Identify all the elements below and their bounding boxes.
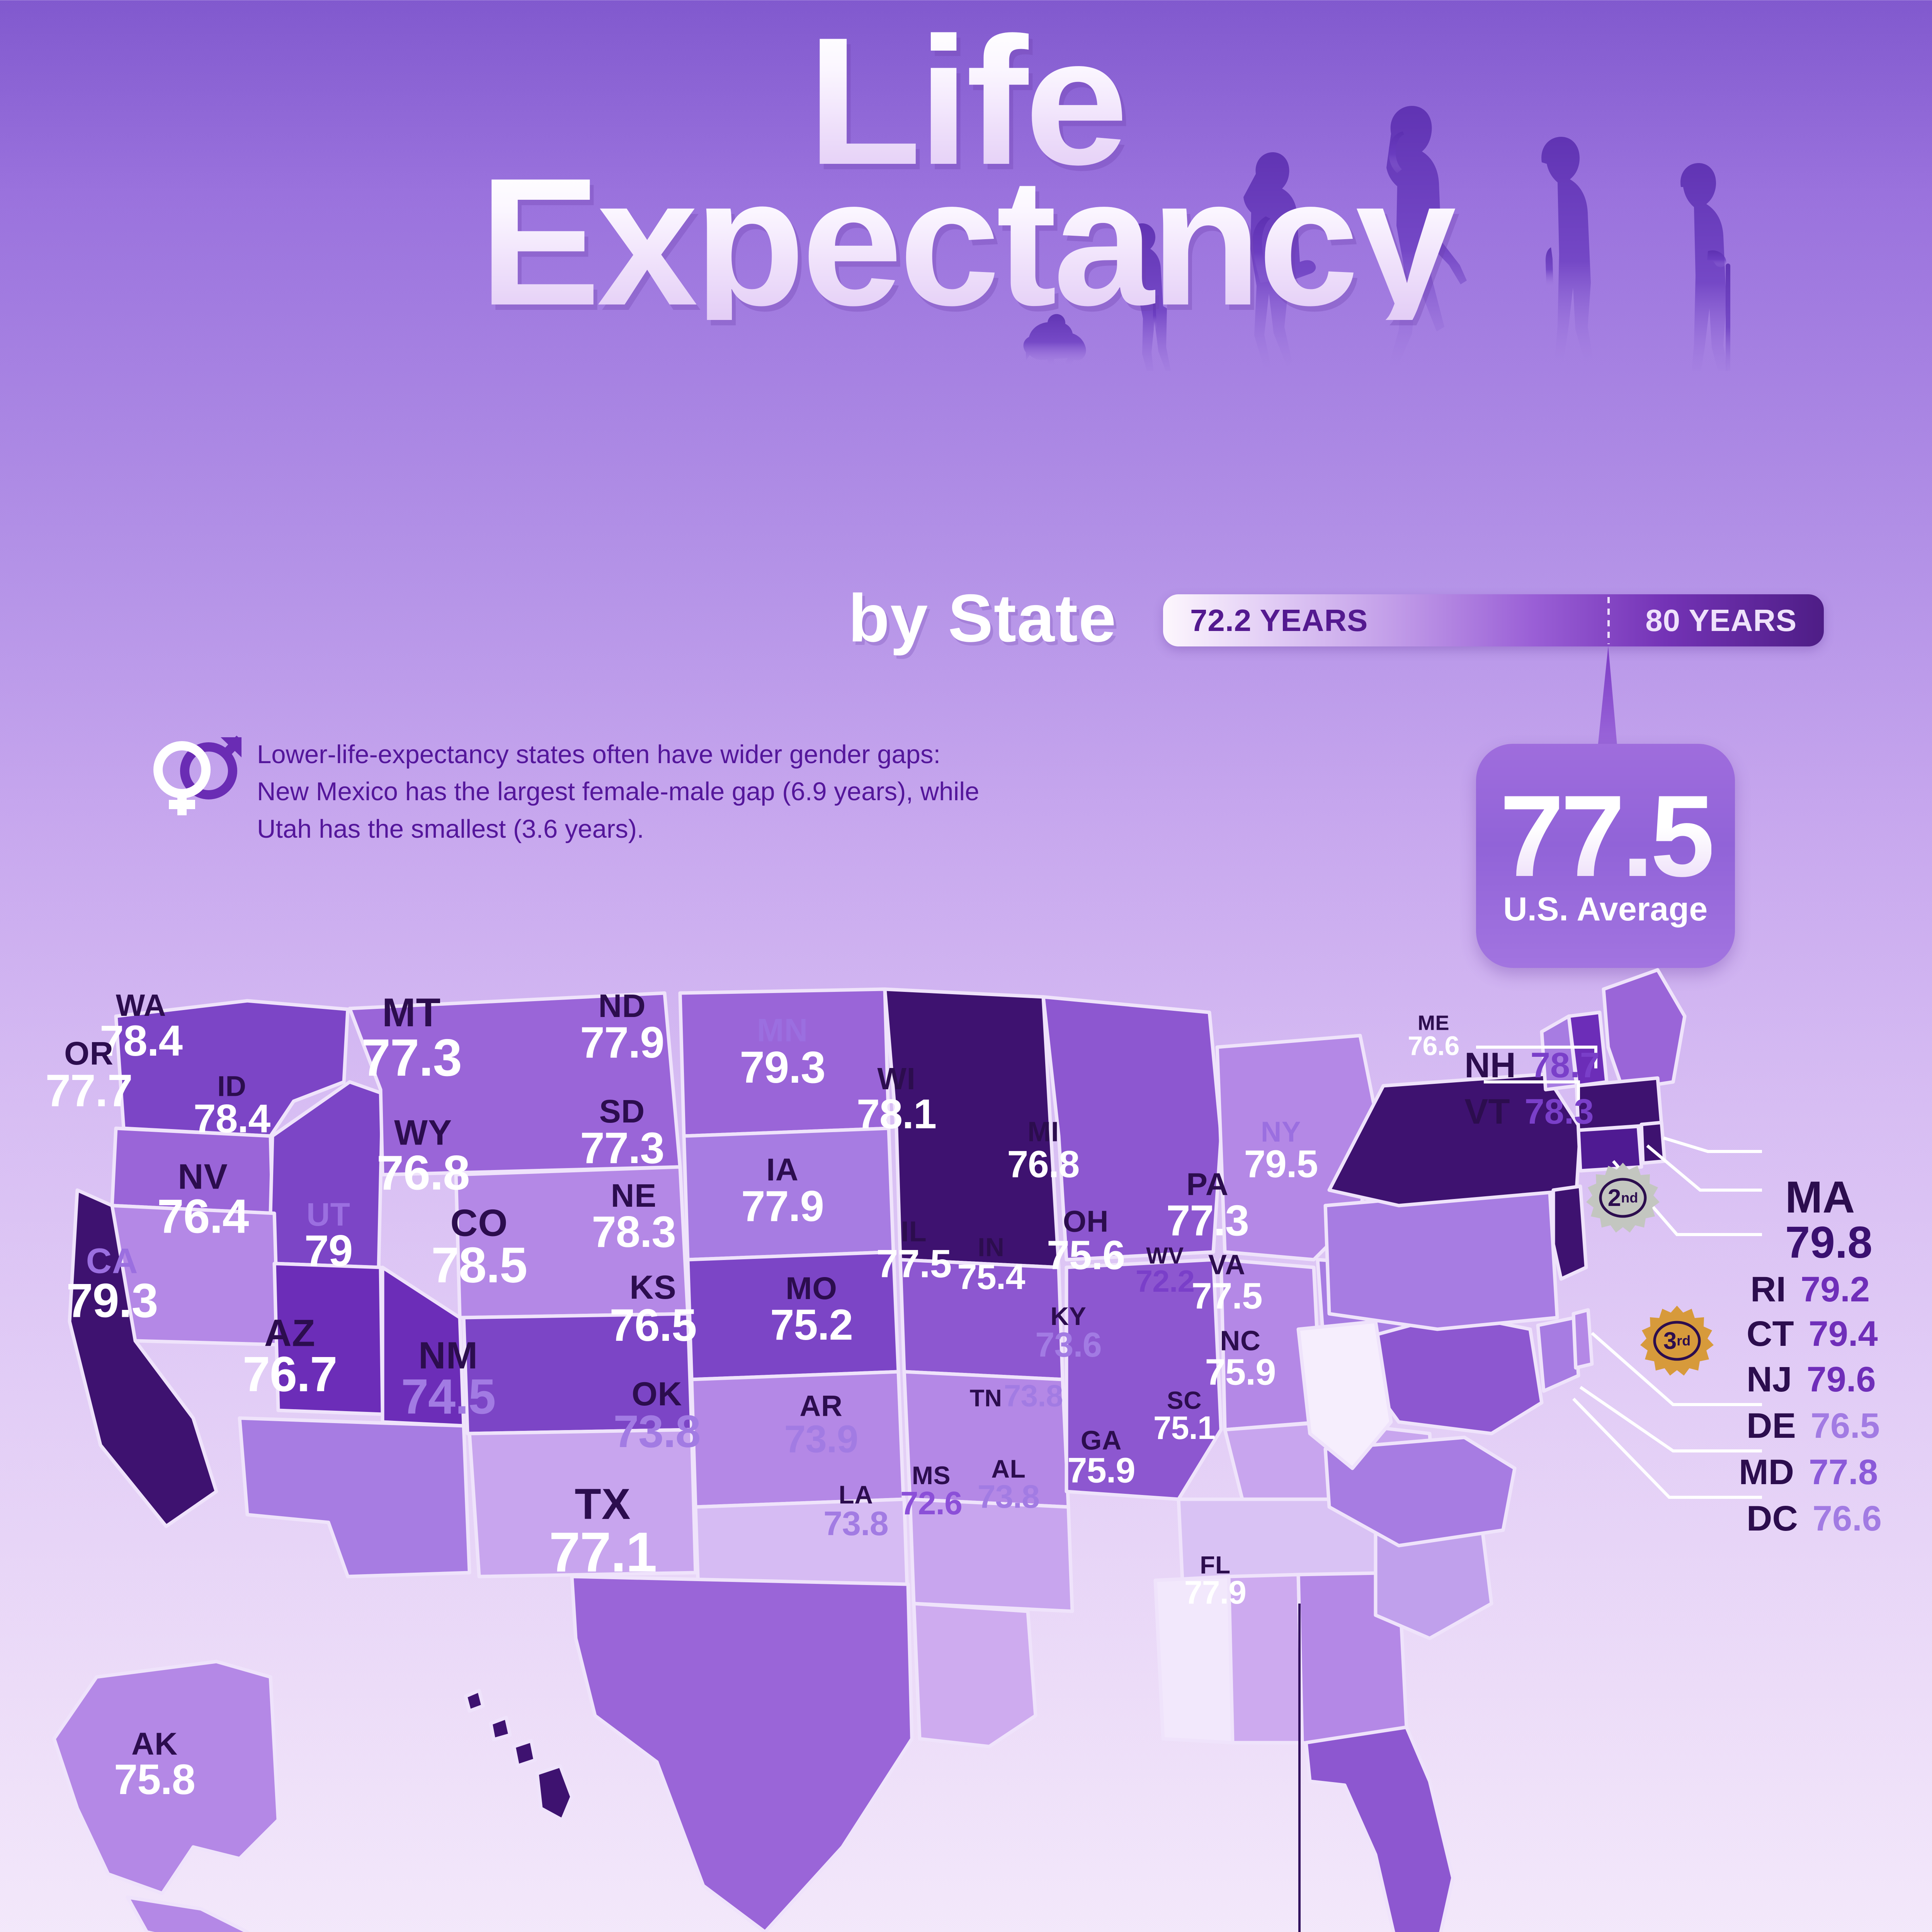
state-label-al: AL 73.8 bbox=[977, 1454, 1040, 1515]
average-pointer bbox=[1573, 646, 1642, 762]
state-label-me: ME 76.6 bbox=[1408, 1011, 1459, 1061]
legend-min-label: 72.2 YEARS bbox=[1190, 603, 1368, 638]
state-label-ga: GA 75.9 bbox=[1067, 1425, 1135, 1490]
state-label-nv: NV 76.4 bbox=[157, 1157, 249, 1243]
side-label-ct: CT 79.4 bbox=[1747, 1314, 1878, 1354]
side-label-de: DE 76.5 bbox=[1747, 1406, 1880, 1446]
state-label-ar: AR 73.9 bbox=[784, 1389, 859, 1461]
subtitle: by State bbox=[848, 581, 1117, 656]
state-label-fl: FL 77.9 bbox=[1184, 1551, 1247, 1611]
side-label-vt: VT 78.3 bbox=[1464, 1092, 1594, 1131]
state-label-ut: UT 79 bbox=[304, 1196, 353, 1276]
side-label-dc: DC 76.6 bbox=[1747, 1499, 1882, 1538]
gender-gap-note: Lower-life-expectancy states often have … bbox=[257, 740, 980, 844]
state-label-oh: OH 75.6 bbox=[1046, 1204, 1125, 1278]
state-label-pa: PA 77.3 bbox=[1166, 1167, 1249, 1245]
state-label-la: LA 73.8 bbox=[823, 1480, 889, 1543]
gender-symbols-icon bbox=[149, 730, 243, 819]
callout-stem-line bbox=[1298, 1604, 1301, 1932]
state-label-wv: WV 72.2 bbox=[1135, 1242, 1195, 1299]
state-label-wy: WY 76.8 bbox=[376, 1113, 470, 1200]
side-label-nh: NH 78.7 bbox=[1464, 1046, 1600, 1085]
state-label-ms: MS 72.6 bbox=[900, 1461, 963, 1522]
state-label-nm: NM 74.5 bbox=[401, 1334, 496, 1425]
side-label-ma: MA 79.8 bbox=[1785, 1172, 1872, 1267]
side-label-nj: NJ 79.6 bbox=[1747, 1360, 1876, 1399]
state-label-ca: CA 79.3 bbox=[66, 1241, 158, 1328]
state-label-ky: KY 73.6 bbox=[1035, 1302, 1102, 1365]
state-label-wa: WA 78.4 bbox=[100, 988, 183, 1065]
legend-max-label: 80 YEARS bbox=[1645, 603, 1797, 638]
state-label-mi: MI 76.8 bbox=[1007, 1116, 1080, 1185]
side-label-ri: RI 79.2 bbox=[1750, 1270, 1870, 1309]
state-label-ok: OK 73.8 bbox=[613, 1375, 701, 1458]
state-label-co: CO 78.5 bbox=[431, 1201, 527, 1293]
state-label-ia: IA 77.9 bbox=[741, 1152, 824, 1230]
state-label-sd: SD 77.3 bbox=[580, 1093, 664, 1173]
us-average-badge: 77.5 U.S. Average bbox=[1476, 744, 1735, 968]
title-line-1: Life bbox=[0, 10, 1932, 192]
color-scale-legend: 72.2 YEARS 80 YEARS bbox=[1163, 594, 1824, 646]
us-average-value: 77.5 bbox=[1500, 770, 1715, 901]
state-label-ne: NE 78.3 bbox=[592, 1177, 676, 1257]
subtitle-row: by State bbox=[0, 580, 1932, 657]
state-label-va: VA 77.5 bbox=[1191, 1249, 1262, 1317]
state-label-nc: NC 75.9 bbox=[1205, 1325, 1276, 1393]
state-label-mt: MT 77.3 bbox=[361, 990, 462, 1087]
state-label-or: OR 77.7 bbox=[45, 1035, 133, 1116]
state-label-az: AZ 76.7 bbox=[242, 1311, 337, 1402]
state-label-tn: TN 73.8 bbox=[969, 1378, 1063, 1413]
state-label-il: IL 77.5 bbox=[876, 1215, 952, 1286]
state-label-ny: NY 79.5 bbox=[1244, 1116, 1318, 1186]
state-label-in: IN 75.4 bbox=[957, 1233, 1025, 1297]
state-label-ak: AK 75.8 bbox=[114, 1726, 196, 1804]
us-average-label: U.S. Average bbox=[1503, 890, 1708, 928]
title-line-2: Expectancy bbox=[0, 151, 1932, 333]
state-label-mn: MN 79.3 bbox=[740, 1012, 825, 1092]
state-label-layer: WA 78.4 OR 77.7 ID 78.4 MT 77.3 WY 76.8 NV 76.4 UT 79… bbox=[0, 920, 1932, 1932]
life-stages-silhouettes bbox=[989, 66, 1878, 383]
page-title: Life Expectancy bbox=[0, 10, 1932, 333]
state-label-mo: MO 75.2 bbox=[770, 1271, 853, 1349]
legend-average-tick bbox=[1607, 597, 1610, 644]
state-label-ks: KS 76.5 bbox=[609, 1269, 697, 1351]
state-label-nd: ND 77.9 bbox=[580, 988, 664, 1067]
state-label-wi: WI 78.1 bbox=[857, 1061, 937, 1137]
us-choropleth-map: .s{stroke:#efe3fb;stroke-width:9;stroke-… bbox=[0, 920, 1932, 1932]
state-label-id: ID 78.4 bbox=[193, 1070, 270, 1141]
side-label-md: MD 77.8 bbox=[1739, 1452, 1878, 1492]
state-label-tx: TX 77.1 bbox=[549, 1480, 657, 1584]
state-label-sc: SC 75.1 bbox=[1153, 1386, 1216, 1446]
